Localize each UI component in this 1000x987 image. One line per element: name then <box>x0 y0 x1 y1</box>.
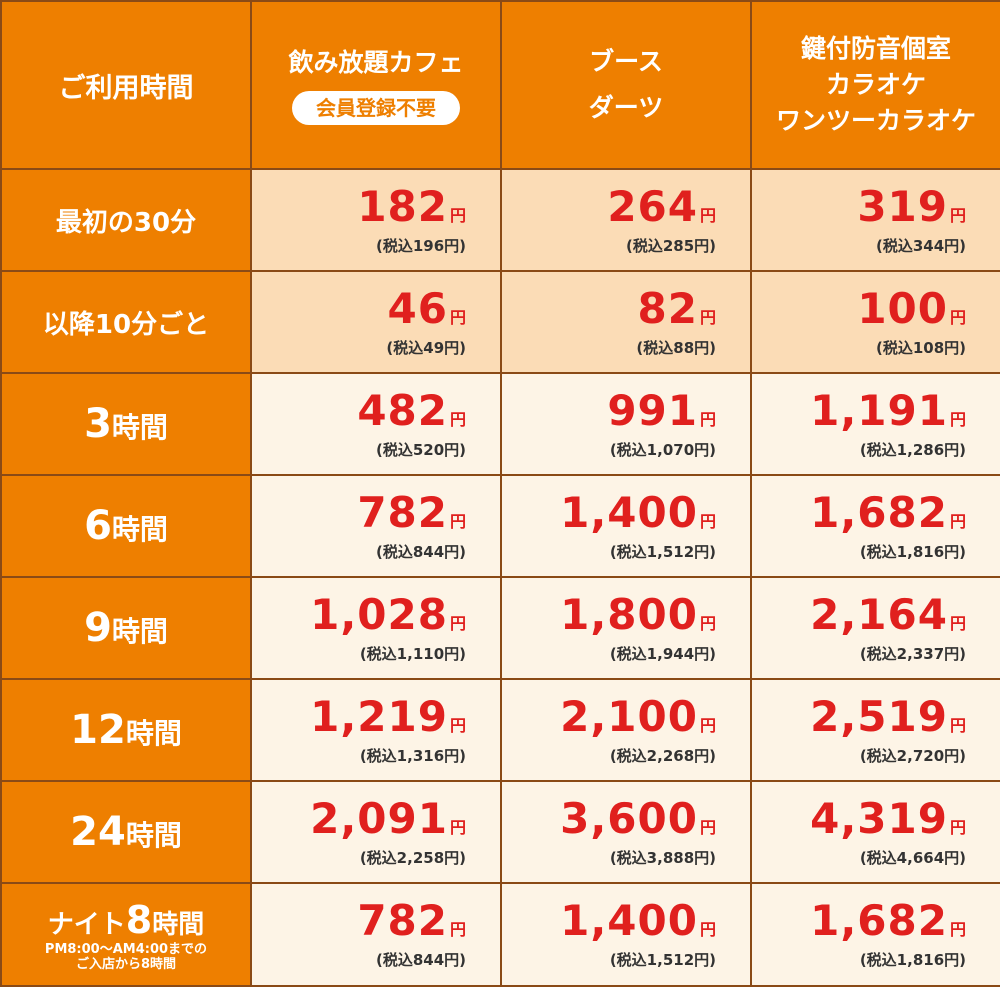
price-cell: 482 円 (税込520円) <box>252 374 500 474</box>
price-cell: 1,682 円 (税込1,816円) <box>752 884 1000 985</box>
row-label: 9時間 <box>2 578 250 678</box>
col-header-cafe: 飲み放題カフェ 会員登録不要 <box>252 2 500 168</box>
price-cell: 1,028 円 (税込1,110円) <box>252 578 500 678</box>
table-row: 9時間 1,028 円 (税込1,110円) 1,800 円 (税込1,944円) 2,… <box>2 578 1000 678</box>
row-label: 最初の30分 <box>2 170 250 270</box>
price-cell: 782 円 (税込844円) <box>252 476 500 576</box>
price-cell: 46 円 (税込49円) <box>252 272 500 372</box>
table-row: 以降10分ごと 46 円 (税込49円) 82 円 (税込88円) 100 円 (税込108… <box>2 272 1000 372</box>
price-cell: 2,091 円 (税込2,258円) <box>252 782 500 882</box>
price-cell: 2,100 円 (税込2,268円) <box>502 680 750 780</box>
table-row: ナイト8時間 PM8:00～AM4:00までの ご入店から8時間 782 円 (税込… <box>2 884 1000 985</box>
price-cell: 1,400 円 (税込1,512円) <box>502 884 750 985</box>
price-cell: 82 円 (税込88円) <box>502 272 750 372</box>
price-cell: 264 円 (税込285円) <box>502 170 750 270</box>
table-row: 24時間 2,091 円 (税込2,258円) 3,600 円 (税込3,888円) 4… <box>2 782 1000 882</box>
table-row: 最初の30分 182 円 (税込196円) 264 円 (税込285円) 319 円 (税込… <box>2 170 1000 270</box>
row-label: 以降10分ごと <box>2 272 250 372</box>
row-label-night: ナイト8時間 PM8:00～AM4:00までの ご入店から8時間 <box>2 884 250 985</box>
header-row: ご利用時間 飲み放題カフェ 会員登録不要 ブース ダーツ 鍵付防音個室 カラオケ ワン… <box>2 2 1000 168</box>
col-header-karaoke: 鍵付防音個室 カラオケ ワンツーカラオケ <box>752 2 1000 168</box>
price-cell: 3,600 円 (税込3,888円) <box>502 782 750 882</box>
table-row: 12時間 1,219 円 (税込1,316円) 2,100 円 (税込2,268円) 2… <box>2 680 1000 780</box>
price-cell: 2,164 円 (税込2,337円) <box>752 578 1000 678</box>
price-cell: 1,800 円 (税込1,944円) <box>502 578 750 678</box>
price-cell: 2,519 円 (税込2,720円) <box>752 680 1000 780</box>
row-label: 24時間 <box>2 782 250 882</box>
price-cell: 1,400 円 (税込1,512円) <box>502 476 750 576</box>
row-label: 12時間 <box>2 680 250 780</box>
price-cell: 100 円 (税込108円) <box>752 272 1000 372</box>
table-row: 3時間 482 円 (税込520円) 991 円 (税込1,070円) 1,191 円 (税… <box>2 374 1000 474</box>
price-cell: 1,191 円 (税込1,286円) <box>752 374 1000 474</box>
col-header-booth: ブース ダーツ <box>502 2 750 168</box>
price-cell: 991 円 (税込1,070円) <box>502 374 750 474</box>
table-row: 6時間 782 円 (税込844円) 1,400 円 (税込1,512円) 1,682 円… <box>2 476 1000 576</box>
time-header: ご利用時間 <box>2 2 250 168</box>
row-label: 6時間 <box>2 476 250 576</box>
row-label: 3時間 <box>2 374 250 474</box>
price-cell: 182 円 (税込196円) <box>252 170 500 270</box>
price-cell: 1,682 円 (税込1,816円) <box>752 476 1000 576</box>
price-cell: 1,219 円 (税込1,316円) <box>252 680 500 780</box>
price-cell: 319 円 (税込344円) <box>752 170 1000 270</box>
price-cell: 782 円 (税込844円) <box>252 884 500 985</box>
no-membership-badge: 会員登録不要 <box>292 91 460 125</box>
price-cell: 4,319 円 (税込4,664円) <box>752 782 1000 882</box>
